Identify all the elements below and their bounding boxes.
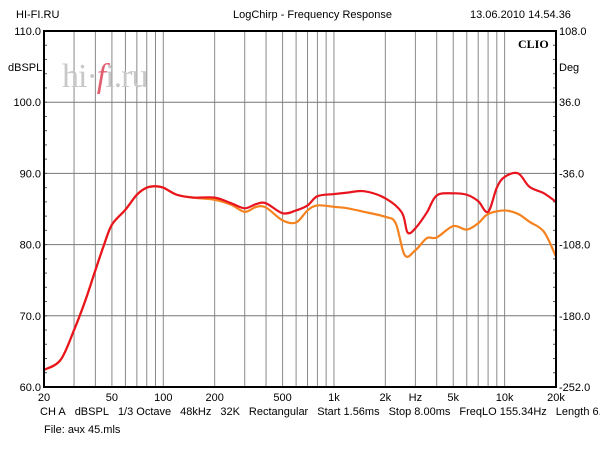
- x-tick-label: 200: [205, 392, 223, 404]
- y-tick-label: 90.0: [20, 168, 41, 180]
- clio-brand: CLIO: [518, 37, 549, 51]
- header-left: HI-FI.RU: [16, 9, 60, 21]
- param-7: Stop 8.00ms: [388, 406, 451, 418]
- param-2: 1/3 Octave: [117, 406, 172, 418]
- chart-title: LogChirp - Frequency Response: [233, 9, 392, 21]
- y-tick-label: 100.0: [13, 97, 41, 109]
- x-tick-label: 100: [154, 392, 172, 404]
- y-axis-label: dBSPL: [8, 62, 43, 74]
- y-tick-label: 110.0: [14, 26, 41, 38]
- y2-tick-label: -36.0: [559, 168, 584, 180]
- param-6: Start 1.56ms: [317, 406, 380, 418]
- measurement-params: CH A dBSPL 1/3 Octave 48kHz 32K Rectangular St…: [40, 406, 600, 418]
- y-tick-label: 80.0: [20, 240, 41, 252]
- header-timestamp: 13.06.2010 14.54.36: [470, 9, 571, 21]
- y2-tick-label: 36.0: [559, 97, 580, 109]
- param-9: Length 6.44ms: [555, 406, 600, 418]
- x-tick-label: 20: [38, 392, 50, 404]
- y2-tick-label: 108.0: [559, 26, 587, 38]
- param-0: CH A: [40, 406, 66, 418]
- series-line-red: [43, 171, 557, 371]
- x-tick-label: 10k: [496, 392, 514, 404]
- param-4: 32K: [220, 406, 240, 418]
- x-tick-label: 1k: [328, 392, 340, 404]
- param-1: dBSPL: [74, 406, 109, 418]
- param-8: FreqLO 155.34Hz: [459, 406, 547, 418]
- y-tick-label: 70.0: [20, 311, 41, 323]
- y2-tick-label: -180.0: [559, 311, 590, 323]
- y2-axis-label: Deg: [559, 62, 580, 74]
- param-3: 48kHz: [180, 406, 212, 418]
- x-tick-label: 5k: [447, 392, 459, 404]
- y-tick-label: 60.0: [20, 382, 41, 394]
- param-5: Rectangular: [248, 406, 309, 418]
- file-name: File: ачх 45.mls: [44, 424, 121, 436]
- x-tick-label: 500: [273, 392, 291, 404]
- x-tick-label: 50: [106, 392, 118, 404]
- x-axis-label: Hz: [409, 392, 422, 404]
- plot-frame: [43, 30, 557, 388]
- y2-tick-label: -108.0: [559, 240, 590, 252]
- x-tick-label: 2k: [380, 392, 392, 404]
- x-tick-label: 20k: [547, 392, 565, 404]
- hifi-watermark-logo: hi·fi.ru: [62, 58, 149, 95]
- y2-tick-label: -252.0: [559, 382, 590, 394]
